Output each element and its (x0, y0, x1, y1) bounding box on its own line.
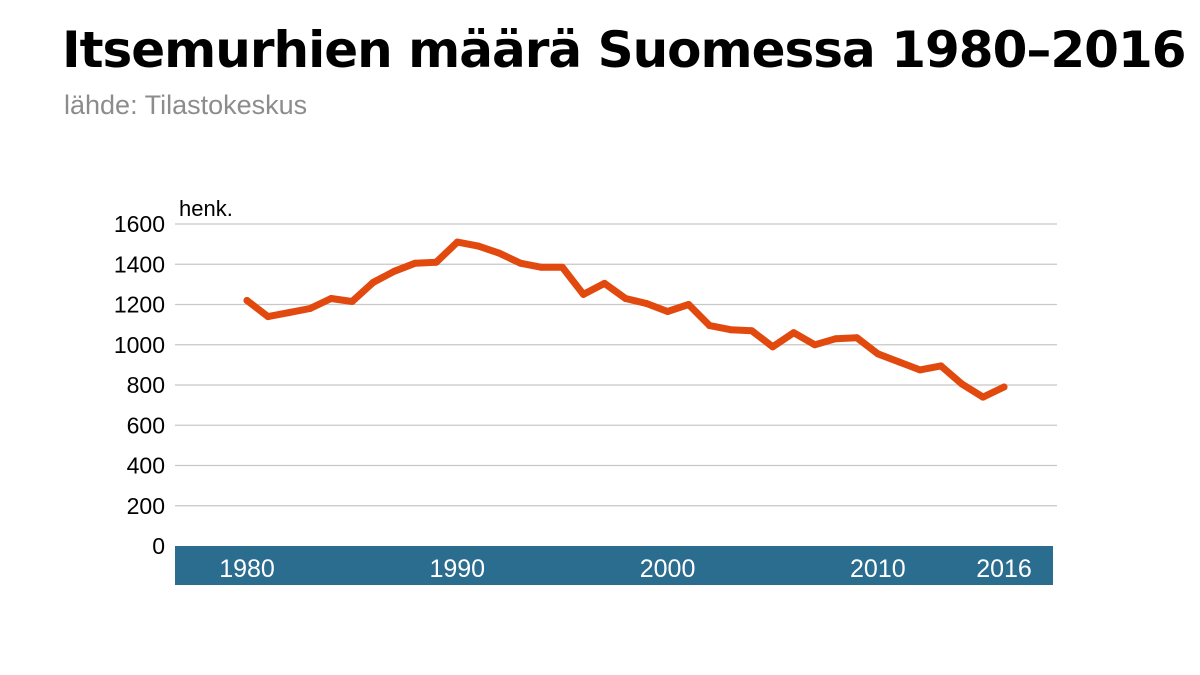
data-point-1981 (264, 313, 272, 321)
data-point-2012 (916, 366, 924, 374)
y-tick-label: 400 (127, 453, 165, 479)
data-point-1987 (390, 267, 398, 275)
data-point-1997 (601, 279, 608, 287)
data-point-2008 (832, 335, 840, 343)
data-point-1988 (411, 259, 419, 267)
data-point-1985 (348, 298, 356, 305)
data-point-2014 (958, 380, 966, 388)
data-point-2001 (685, 301, 693, 308)
data-point-1983 (306, 305, 314, 312)
data-point-2002 (706, 322, 714, 330)
data-point-2003 (727, 326, 735, 334)
y-tick-label: 1200 (114, 292, 165, 318)
data-point-1999 (643, 300, 650, 307)
data-point-2015 (979, 393, 987, 401)
y-tick-label: 200 (127, 493, 165, 519)
data-point-1998 (622, 295, 629, 302)
y-tick-label: 800 (127, 372, 165, 398)
y-tick-label: 1400 (114, 251, 165, 277)
data-point-1992 (495, 249, 503, 257)
x-tick-label: 1990 (429, 555, 485, 583)
chart-source: lähde: Tilastokeskus (64, 90, 308, 120)
x-axis-band (175, 546, 1053, 585)
data-point-1994 (537, 263, 545, 271)
x-tick-label: 2010 (850, 555, 906, 583)
y-tick-label: 600 (127, 412, 165, 438)
y-axis-unit-label: henk. (179, 196, 233, 221)
y-tick-label: 1600 (114, 211, 165, 237)
y-tick-label: 0 (152, 533, 165, 559)
data-point-2004 (748, 327, 756, 335)
data-point-2006 (790, 329, 798, 337)
x-tick-label: 2016 (976, 555, 1032, 583)
data-point-2010 (874, 350, 882, 358)
chart-title: Itsemurhien määrä Suomessa 1980–2016 (62, 21, 1187, 79)
data-point-1980 (243, 297, 251, 304)
data-point-1991 (474, 242, 482, 250)
data-point-1993 (516, 259, 524, 267)
data-point-2013 (937, 362, 945, 370)
data-point-1995 (558, 263, 566, 271)
data-point-2000 (664, 308, 672, 315)
data-point-2007 (811, 341, 819, 349)
data-point-1989 (432, 258, 440, 266)
data-point-2005 (769, 343, 777, 351)
data-point-2016 (1000, 383, 1008, 391)
data-point-1986 (369, 278, 377, 286)
series-line-suicides (243, 238, 1008, 401)
data-point-1982 (285, 309, 293, 317)
x-tick-label: 2000 (640, 555, 696, 583)
data-point-1996 (579, 290, 587, 298)
data-point-2009 (853, 334, 861, 342)
data-point-1984 (327, 295, 335, 302)
data-point-1990 (453, 238, 461, 246)
x-tick-label: 1980 (219, 555, 275, 583)
data-point-2011 (895, 358, 903, 366)
y-tick-label: 1000 (114, 332, 165, 358)
